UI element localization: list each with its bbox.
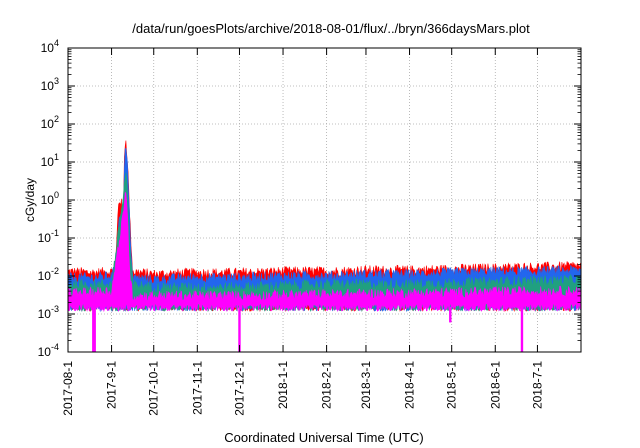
x-tick-label: 2017-9-1	[105, 361, 119, 409]
y-axis-label: cGy/day	[23, 178, 37, 222]
x-axis-label: Coordinated Universal Time (UTC)	[224, 430, 423, 445]
dropout-spike	[449, 307, 452, 323]
x-axis: 2017-08-1 2017-9-1 2017-10-1 2017-11-1 2017-…	[61, 48, 544, 416]
series-group	[67, 140, 582, 352]
x-tick-label: 2017-12-1	[233, 361, 247, 416]
x-tick-label: 2018-1-1	[276, 361, 290, 409]
x-tick-label: 2018-3-1	[359, 361, 373, 409]
dropout-spike	[92, 307, 95, 352]
series-band-4	[67, 191, 582, 313]
x-tick-label: 2018-7-1	[530, 361, 544, 409]
x-tick-label: 2017-10-1	[147, 361, 161, 416]
y-tick-label: 10-4	[38, 342, 59, 359]
y-axis: 10-4 10-3 10-2 10-1 100 101 102 103 104	[38, 38, 581, 359]
y-tick-label: 103	[41, 76, 59, 93]
x-tick-label: 2018-4-1	[403, 361, 417, 409]
x-tick-label: 2018-5-1	[445, 361, 459, 409]
dropout-spike	[93, 307, 96, 352]
series-band-3	[67, 172, 582, 313]
y-tick-label: 10-2	[38, 266, 59, 283]
x-tick-label: 2017-11-1	[190, 361, 204, 415]
dropout-spike	[238, 307, 241, 352]
chart-title: /data/run/goesPlots/archive/2018-08-01/f…	[132, 21, 530, 36]
x-tick-label: 2018-6-1	[488, 361, 502, 409]
y-tick-label: 10-1	[38, 228, 59, 245]
y-tick-label: 10-3	[38, 304, 59, 321]
y-tick-label: 101	[41, 152, 59, 169]
y-tick-label: 100	[41, 190, 59, 207]
x-tick-label: 2018-2-1	[320, 361, 334, 409]
dropout-spike	[520, 307, 524, 352]
y-tick-label: 104	[41, 38, 59, 55]
x-tick-label: 2017-08-1	[61, 361, 75, 416]
y-tick-label: 102	[41, 114, 59, 131]
